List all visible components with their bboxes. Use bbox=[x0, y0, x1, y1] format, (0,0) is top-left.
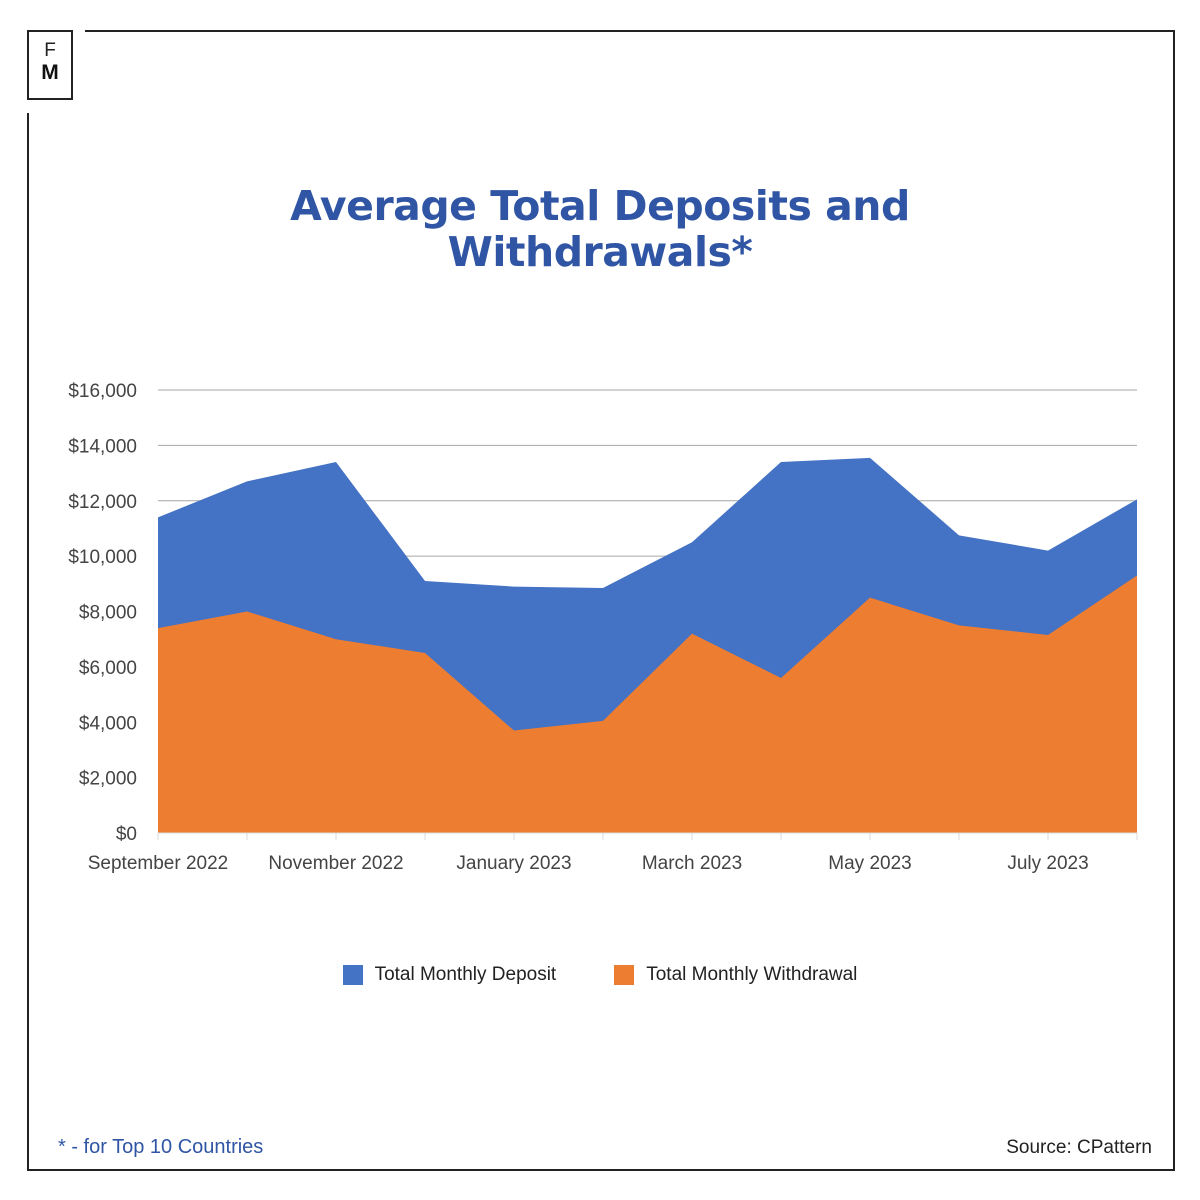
footnote: * - for Top 10 Countries bbox=[58, 1136, 264, 1158]
x-tick-label: January 2023 bbox=[456, 853, 571, 874]
y-tick-label: $10,000 bbox=[68, 547, 137, 568]
source-note: Source: CPattern bbox=[1006, 1137, 1152, 1158]
legend-item-deposit: Total Monthly Deposit bbox=[342, 964, 557, 986]
chart-title: Average Total Deposits and Withdrawals* bbox=[0, 183, 1200, 275]
y-tick-label: $4,000 bbox=[79, 713, 137, 734]
frame-border-right bbox=[1173, 30, 1175, 1171]
y-tick-label: $8,000 bbox=[79, 603, 137, 624]
x-tick-label: September 2022 bbox=[88, 853, 229, 874]
legend-swatch-withdrawal bbox=[614, 965, 635, 985]
y-tick-label: $2,000 bbox=[79, 769, 137, 790]
chart-title-line-1: Average Total Deposits and bbox=[290, 182, 910, 230]
frame-border-bottom bbox=[28, 1169, 1175, 1171]
frame-border-top bbox=[85, 30, 1175, 32]
x-tick-label: July 2023 bbox=[1007, 853, 1088, 874]
frame-border-left bbox=[27, 113, 29, 1171]
y-tick-label: $12,000 bbox=[68, 492, 137, 513]
area-series-withdrawal bbox=[158, 575, 1137, 833]
legend: Total Monthly Deposit Total Monthly With… bbox=[0, 964, 1200, 986]
legend-label-deposit: Total Monthly Deposit bbox=[374, 964, 557, 985]
legend-label-withdrawal: Total Monthly Withdrawal bbox=[646, 964, 858, 985]
y-tick-label: $6,000 bbox=[79, 658, 137, 679]
x-tick-label: March 2023 bbox=[642, 853, 742, 874]
y-tick-label: $14,000 bbox=[68, 436, 137, 457]
legend-item-withdrawal: Total Monthly Withdrawal bbox=[614, 964, 857, 986]
y-tick-label: $0 bbox=[116, 824, 137, 845]
fm-logo: F M bbox=[27, 30, 73, 100]
x-tick-label: November 2022 bbox=[268, 853, 403, 874]
chart-title-line-2: Withdrawals* bbox=[447, 228, 753, 276]
x-tick-label: May 2023 bbox=[828, 853, 911, 874]
y-tick-label: $16,000 bbox=[68, 381, 137, 402]
logo-letter-f: F bbox=[44, 40, 56, 61]
logo-letter-m: M bbox=[41, 61, 59, 84]
legend-swatch-deposit bbox=[342, 965, 363, 985]
